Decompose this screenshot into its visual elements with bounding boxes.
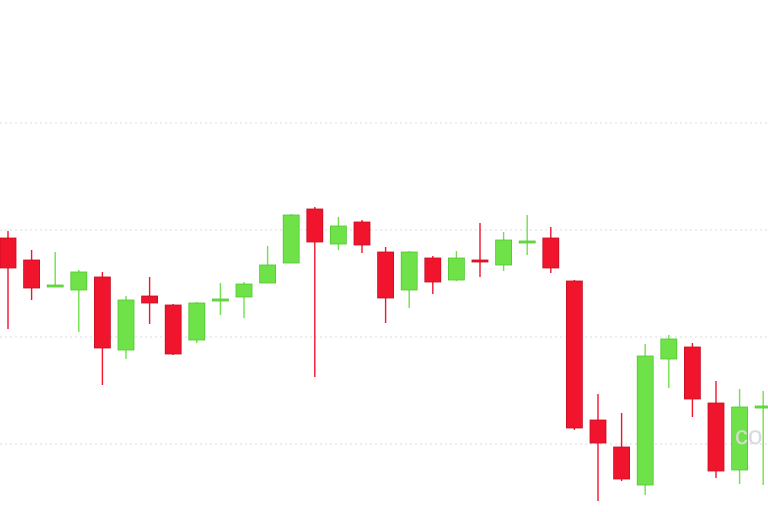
candle-body-down	[542, 237, 560, 269]
candle-body-up	[46, 284, 64, 288]
candle-body-up	[636, 355, 654, 486]
chart-candles	[0, 207, 768, 501]
candle-21	[495, 232, 513, 271]
candle-body-down	[471, 259, 489, 263]
candle-body-down	[613, 446, 630, 480]
candle-body-down	[353, 221, 371, 246]
candle-11	[259, 246, 277, 284]
candle-14	[329, 217, 347, 250]
candle-body-down	[0, 237, 17, 269]
candle-7	[164, 304, 182, 355]
candle-24	[566, 280, 583, 430]
candle-body-down	[306, 208, 324, 243]
candle-26	[613, 413, 630, 481]
candle-27	[636, 344, 654, 495]
candle-5	[117, 296, 135, 359]
candle-29	[684, 343, 701, 417]
candle-3	[70, 270, 88, 332]
candle-0	[0, 231, 17, 329]
candle-16	[377, 247, 395, 323]
candle-28	[660, 335, 678, 388]
candle-body-up	[731, 406, 748, 471]
candle-body-down	[23, 259, 41, 289]
candle-30	[707, 381, 725, 478]
candle-6	[141, 277, 159, 324]
candle-9	[211, 283, 229, 315]
candle-body-up	[235, 283, 253, 298]
candle-1	[23, 250, 41, 300]
candle-body-up	[211, 298, 229, 302]
candle-body-down	[566, 280, 583, 429]
candle-31	[731, 389, 748, 484]
candle-2	[46, 252, 64, 288]
candle-body-down	[164, 304, 182, 355]
candle-32	[754, 391, 768, 485]
candle-25	[589, 394, 607, 501]
candle-body-down	[94, 276, 111, 349]
candle-body-up	[188, 302, 206, 341]
candle-body-up	[495, 239, 513, 266]
candle-12	[282, 214, 300, 264]
candle-body-up	[70, 271, 88, 291]
candle-body-down	[377, 251, 395, 299]
candle-body-up	[660, 338, 678, 360]
candle-23	[542, 227, 560, 273]
candle-22	[518, 215, 536, 255]
candle-10	[235, 282, 253, 318]
candle-body-up	[447, 257, 465, 281]
candle-4	[94, 272, 111, 385]
candle-body-up	[117, 299, 135, 351]
candle-20	[471, 223, 489, 277]
candle-body-down	[684, 346, 701, 400]
candle-body-down	[141, 295, 159, 304]
candle-body-down	[589, 419, 607, 444]
candle-body-up	[400, 251, 418, 291]
candle-13	[306, 207, 324, 377]
candle-body-up	[259, 264, 277, 284]
candle-body-up	[754, 405, 768, 409]
candle-body-up	[282, 214, 300, 264]
candle-17	[400, 251, 418, 308]
candle-18	[424, 256, 442, 294]
candle-15	[353, 220, 371, 253]
candle-body-down	[424, 257, 442, 283]
candle-body-up	[518, 240, 536, 244]
candle-8	[188, 302, 206, 343]
candle-19	[447, 251, 465, 281]
chart-watermark: co	[735, 420, 762, 450]
candle-body-down	[707, 402, 725, 472]
candle-body-up	[329, 225, 347, 245]
